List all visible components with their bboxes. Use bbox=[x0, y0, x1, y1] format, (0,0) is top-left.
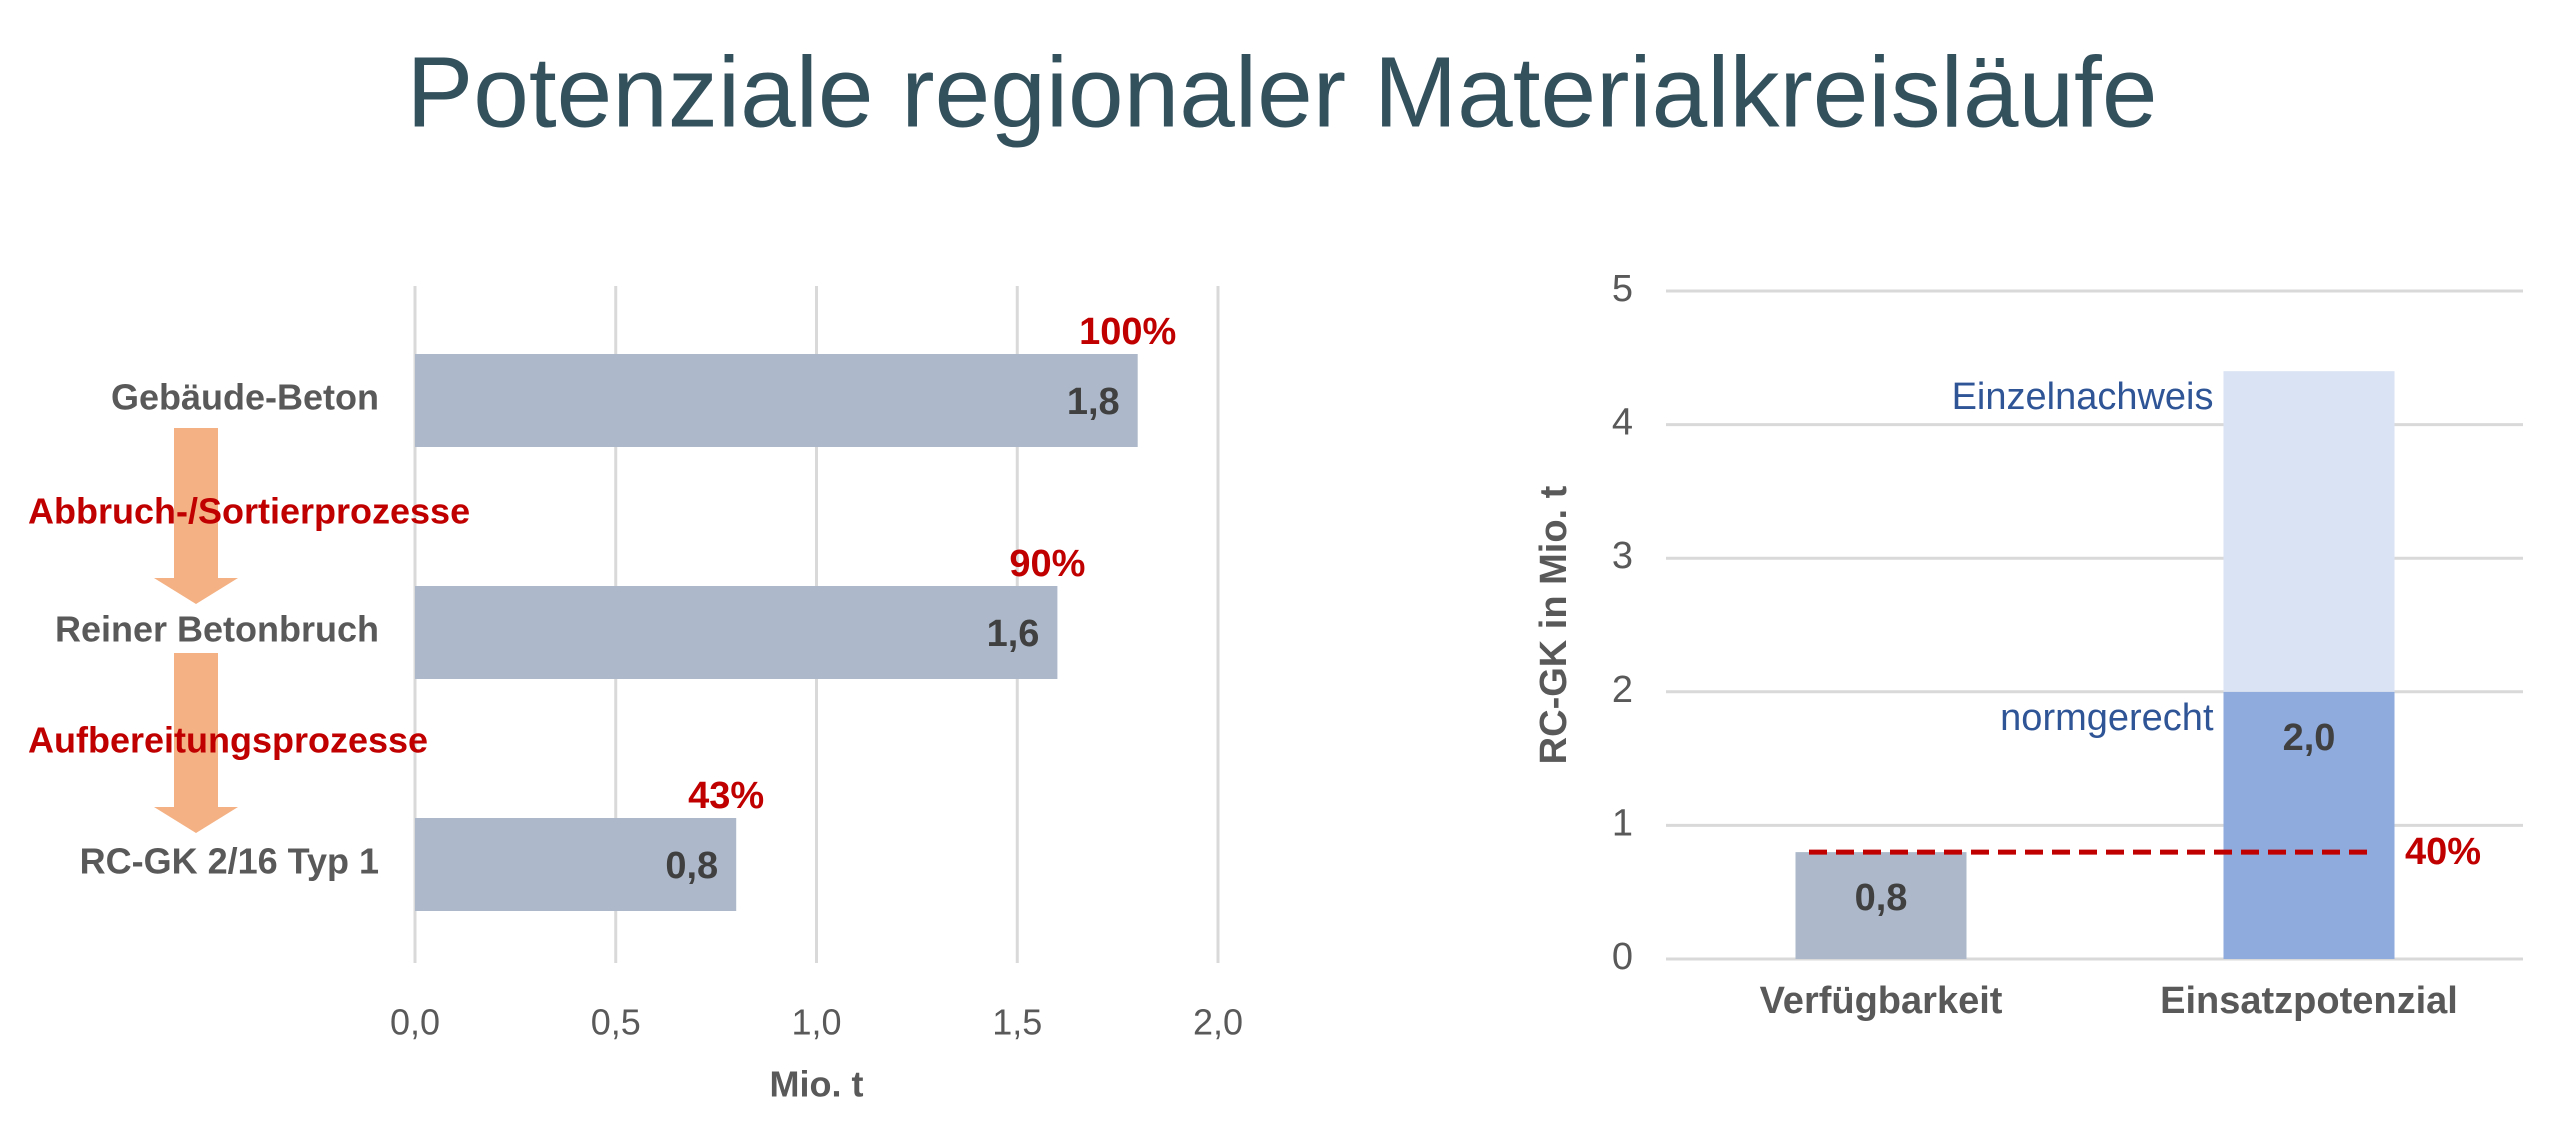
x-tick-label: 0,5 bbox=[591, 1002, 641, 1043]
process-arrows bbox=[154, 428, 238, 833]
percent-label: 90% bbox=[1009, 543, 1085, 585]
y-tick-label: 2 bbox=[1612, 669, 1633, 711]
x-tick-label: Verfügbarkeit bbox=[1760, 980, 2003, 1022]
value-label: 0,8 bbox=[665, 845, 718, 887]
y-axis-label: RC-GK in Mio. t bbox=[1533, 485, 1575, 764]
arrow bbox=[154, 428, 238, 604]
x-axis-label: Mio. t bbox=[770, 1064, 864, 1105]
y-tick-label: Reiner Betonbruch bbox=[55, 609, 379, 650]
value-label: 2,0 bbox=[2283, 717, 2336, 759]
process-label: Aufbereitungsprozesse bbox=[28, 720, 428, 761]
value-label: 0,8 bbox=[1855, 877, 1908, 919]
bar bbox=[415, 818, 737, 911]
x-tick-label: Einsatzpotenzial bbox=[2160, 980, 2458, 1022]
y-tick-label: Gebäude-Beton bbox=[111, 377, 379, 418]
series-name: normgerecht bbox=[2000, 697, 2214, 739]
reference-label: 40% bbox=[2405, 831, 2481, 873]
slide-title: Potenziale regionaler Materialkreisläufe bbox=[407, 36, 2158, 148]
percent-label: 43% bbox=[688, 775, 764, 817]
y-tick-label: 4 bbox=[1612, 402, 1633, 444]
y-tick-label: 3 bbox=[1612, 535, 1633, 577]
value-label: 1,8 bbox=[1067, 381, 1120, 423]
bar bbox=[415, 354, 1138, 447]
x-tick-label: 1,5 bbox=[992, 1002, 1042, 1043]
y-tick-label: 1 bbox=[1612, 802, 1633, 844]
value-label: 1,6 bbox=[987, 613, 1040, 655]
x-tick-label: 2,0 bbox=[1193, 1002, 1243, 1043]
bar-segment bbox=[1795, 852, 1967, 959]
y-tick-label: 0 bbox=[1612, 936, 1633, 978]
bar bbox=[415, 586, 1058, 679]
x-tick-label: 0,0 bbox=[390, 1002, 440, 1043]
arrow bbox=[154, 653, 238, 833]
bar-segment bbox=[2223, 691, 2395, 959]
y-tick-label: RC-GK 2/16 Typ 1 bbox=[80, 841, 379, 882]
bar-segment bbox=[2223, 371, 2395, 692]
percent-label: 100% bbox=[1079, 311, 1176, 353]
series-name: Einzelnachweis bbox=[1952, 376, 2214, 418]
process-label: Abbruch-/Sortierprozesse bbox=[28, 491, 470, 532]
x-tick-label: 1,0 bbox=[791, 1002, 841, 1043]
y-tick-label: 5 bbox=[1612, 268, 1633, 310]
